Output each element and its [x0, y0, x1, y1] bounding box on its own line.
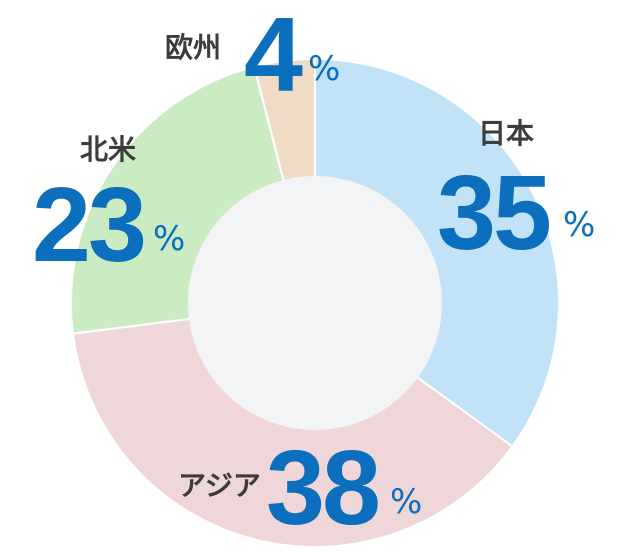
label-north-america-name: 北米: [80, 133, 137, 166]
label-europe-unit: %: [308, 49, 341, 89]
donut-hole: [188, 176, 442, 430]
label-japan-unit: %: [563, 205, 596, 245]
label-asia-unit: %: [390, 482, 423, 522]
slice-japan: [314, 57, 560, 448]
label-japan-value: 35: [437, 154, 552, 272]
label-europe-name: 欧州: [165, 31, 222, 64]
label-north-america-unit: %: [153, 219, 186, 259]
label-japan-name: 日本: [478, 117, 535, 150]
label-asia-name: アジア: [178, 469, 261, 502]
label-europe-value: 4: [244, 0, 303, 114]
label-north-america-value: 23: [32, 166, 147, 284]
label-asia-value: 38: [266, 429, 381, 547]
